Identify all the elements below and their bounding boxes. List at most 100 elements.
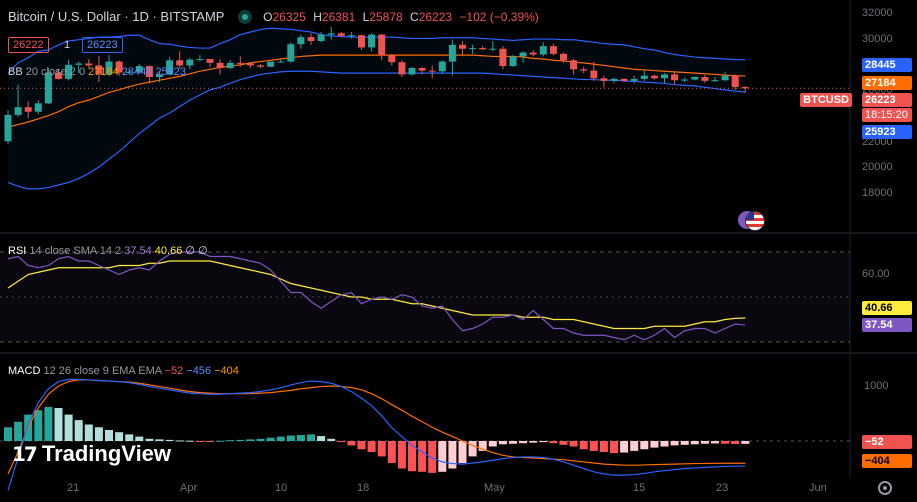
macd-histogram-bar [307, 434, 315, 441]
bb-name: BB [8, 66, 23, 78]
candle-body [358, 35, 365, 48]
macd-histogram-bar [125, 434, 134, 441]
macd-histogram-bar [236, 439, 245, 441]
macd-histogram-bar [135, 436, 144, 441]
rsi-legend[interactable]: RSI 14 close SMA 14 2 37.54 40.66 ∅ ∅ [8, 244, 208, 257]
candle-body [711, 80, 719, 82]
macd-histogram-bar [721, 441, 730, 444]
macd-histogram-bar [84, 424, 93, 441]
price-axis-label: 32000 [862, 7, 893, 19]
macd-histogram-bar [680, 441, 689, 445]
candle-body [418, 68, 426, 71]
bb-legend[interactable]: BB 20 close 2 0 27184 28445 25923 [8, 66, 186, 78]
candle-body [135, 66, 143, 72]
macd-histogram-bar [377, 441, 386, 457]
macd-histogram-bar [94, 427, 103, 441]
candle-body [176, 60, 184, 66]
rsi-params: 14 close SMA 14 2 [29, 245, 122, 257]
ohlc-low-label: L [362, 10, 370, 24]
candle-body [600, 78, 608, 81]
candle-body [650, 75, 658, 79]
candle-body [85, 63, 93, 66]
macd-histogram-bar [660, 441, 669, 447]
bb-basis-value: 27184 [88, 66, 119, 78]
bb-upper-value: 28445 [121, 66, 153, 78]
macd-histogram-bar [296, 434, 305, 441]
candle-body [216, 62, 224, 68]
macd-histogram-bar [468, 441, 477, 457]
candle-body [620, 78, 628, 81]
candle-body [489, 48, 497, 50]
ohlc-open: 26325 [272, 10, 306, 24]
macd-histogram-bar [579, 441, 588, 450]
candle-body [580, 69, 588, 71]
price-axis-label: 20000 [862, 161, 893, 174]
bb-basis-tag: 27184 [862, 76, 912, 90]
macd-histogram-bar [256, 438, 265, 441]
candle-body [529, 52, 537, 55]
quantity-value[interactable]: 1 [64, 39, 71, 51]
candle-body [408, 68, 416, 75]
macd-legend[interactable]: MACD 12 26 close 9 EMA EMA −52 −456 −404 [8, 365, 239, 377]
macd-histogram-bar [195, 441, 204, 442]
candle-body [156, 74, 163, 77]
candle-body [55, 72, 62, 79]
candle-body [448, 44, 456, 62]
macd-histogram-bar [448, 441, 457, 469]
macd-histogram-bar [266, 437, 275, 441]
macd-histogram-bar [418, 441, 427, 472]
macd-histogram-bar [206, 441, 214, 442]
candle-body [701, 77, 709, 81]
macd-histogram-bar [488, 441, 497, 447]
macd-histogram-bar [539, 441, 548, 443]
macd-histogram-bar [700, 441, 709, 444]
chart-legend: Bitcoin / U.S. Dollar · 1D · BITSTAMP O2… [8, 9, 539, 24]
candle-body [317, 34, 325, 41]
candle-body [24, 107, 32, 112]
watermark-text: TradingView [41, 441, 172, 466]
macd-histogram-bar [690, 441, 699, 445]
bb-upper-line [7, 27, 746, 74]
bb-lower-value: 25923 [155, 66, 187, 78]
candle-body [277, 61, 285, 63]
macd-histogram-bar [246, 439, 255, 441]
macd-histogram-bar [165, 439, 174, 441]
macd-histogram-bar [741, 441, 750, 444]
candle-body [65, 64, 73, 79]
ohlc-close-label: C [410, 10, 419, 24]
price-axis-label: 18000 [862, 187, 893, 199]
time-axis-label: Jun [809, 482, 827, 494]
macd-histogram-bar [711, 441, 719, 444]
macd-histogram-bar [458, 441, 467, 463]
sell-button[interactable]: 26222 [8, 37, 49, 53]
rsi-line [7, 251, 746, 341]
macd-histogram-bar [478, 441, 487, 451]
macd-histogram-bar [367, 441, 376, 452]
time-axis-label: 10 [275, 482, 288, 494]
us-flag-icon[interactable] [745, 211, 765, 231]
macd-histogram-bar [286, 435, 295, 441]
candle-body [75, 63, 83, 65]
settings-gear-icon[interactable] [878, 481, 892, 495]
macd-signal-value: −404 [214, 365, 239, 377]
ohlc-high: 26381 [321, 10, 356, 24]
rsi-value: 37.54 [124, 245, 152, 257]
candle-body [105, 61, 113, 75]
macd-histogram-bar [599, 441, 608, 452]
macd-histogram-bar [589, 441, 598, 451]
candle-body [681, 79, 689, 81]
macd-histogram-bar [337, 441, 346, 443]
symbol-title[interactable]: Bitcoin / U.S. Dollar · 1D · BITSTAMP [8, 9, 225, 24]
candle-body [196, 59, 204, 60]
macd-histogram-bar [549, 441, 558, 444]
time-axis-label: May [484, 482, 505, 494]
rsi-sma-value: 40.66 [154, 245, 183, 257]
buy-button[interactable]: 26223 [82, 37, 123, 53]
last-price-tag: 26223 [862, 93, 912, 107]
macd-axis-label: 1000 [864, 380, 889, 392]
macd-histogram-bar [155, 439, 164, 441]
candle-body [640, 75, 648, 79]
candle-body [95, 65, 103, 75]
time-axis-label: Apr [180, 482, 198, 494]
